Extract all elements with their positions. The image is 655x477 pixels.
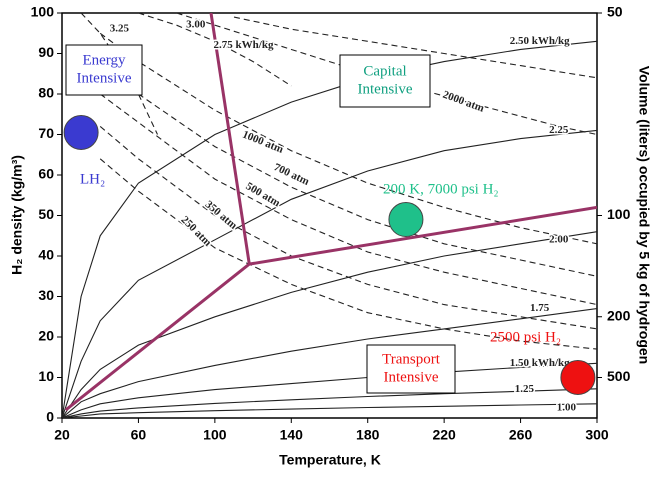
curve-label: 2.50 kWh/kg — [510, 35, 570, 47]
x-axis-title: Temperature, K — [279, 452, 381, 468]
curve-label: 1.75 — [530, 302, 550, 314]
y-tick-label: 70 — [38, 125, 54, 141]
y-tick-label: 80 — [38, 85, 54, 101]
y-tick-label: 60 — [38, 166, 54, 182]
boundary-line — [209, 13, 251, 265]
curve — [62, 308, 597, 418]
x-tick-label: 100 — [203, 427, 227, 443]
point-label: 2500 psi H₂ — [490, 329, 561, 345]
curve — [62, 388, 597, 418]
curve — [99, 93, 597, 306]
x-tick-label: 140 — [280, 427, 304, 443]
plot-frame — [61, 12, 598, 419]
x-tick-label: 260 — [509, 427, 533, 443]
point — [63, 114, 99, 150]
point-label: 200 K, 7000 psi H₂ — [383, 181, 499, 197]
curve — [99, 158, 597, 350]
curve — [62, 362, 597, 418]
curve — [233, 16, 597, 79]
region-box — [339, 54, 431, 108]
x-tick-label: 60 — [131, 427, 147, 443]
region-label: Transport — [382, 351, 441, 367]
region-label: Intensive — [358, 81, 413, 97]
curve-label: 2.25 — [549, 124, 569, 136]
y-tick-label: 40 — [38, 247, 54, 263]
curve-label: 1.00 — [557, 401, 577, 413]
y-tick-label: 30 — [38, 287, 54, 303]
region-box — [366, 344, 456, 394]
curve — [99, 32, 597, 245]
y2-tick-label: 500 — [607, 368, 631, 384]
curve — [62, 129, 597, 418]
region-label: Intensive — [77, 70, 132, 86]
curve-label: 1.25 — [515, 383, 535, 395]
curve-label: 3.00 — [186, 19, 206, 31]
point-label: LH₂ — [80, 171, 105, 187]
curve — [99, 61, 597, 277]
x-tick-label: 20 — [54, 427, 70, 443]
curve — [99, 125, 597, 330]
curve — [62, 403, 597, 418]
region-label: Intensive — [384, 369, 439, 385]
point — [388, 202, 424, 238]
y-tick-label: 100 — [31, 4, 55, 20]
y-axis-title: H₂ density (kg/m³) — [9, 155, 25, 275]
x-tick-label: 300 — [585, 427, 609, 443]
x-tick-label: 180 — [356, 427, 380, 443]
y-tick-label: 10 — [38, 368, 54, 384]
plot-area — [62, 13, 597, 418]
curve-label: 1.50 kWh/kg — [510, 357, 570, 369]
y-tick-label: 0 — [46, 409, 54, 425]
curve-label: 2.00 — [549, 233, 569, 245]
y2-tick-label: 200 — [607, 307, 631, 323]
y2-axis-title: Volume (liters) occupied by 5 kg of hydr… — [636, 66, 652, 364]
region-label: Capital — [363, 63, 406, 79]
y-tick-label: 90 — [38, 44, 54, 60]
curve — [62, 231, 597, 418]
y-tick-label: 20 — [38, 328, 54, 344]
curve-label: 3.25 — [110, 23, 130, 35]
region-label: Energy — [82, 52, 126, 68]
region-box — [65, 44, 143, 96]
curve-label: 2.75 kWh/kg — [214, 39, 274, 51]
x-tick-label: 220 — [432, 427, 456, 443]
y2-tick-label: 50 — [607, 4, 623, 20]
curve — [62, 40, 597, 418]
y2-tick-label: 100 — [607, 206, 631, 222]
point — [560, 360, 596, 395]
y-tick-label: 50 — [38, 206, 54, 222]
